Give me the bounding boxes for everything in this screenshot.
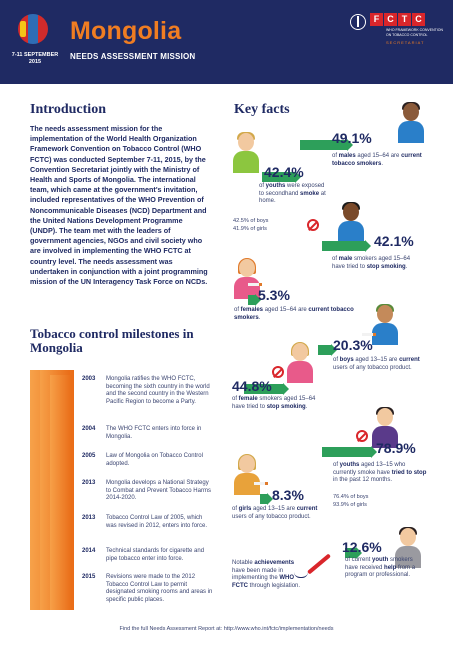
woman-icon [287, 342, 313, 383]
cigarette-icon [254, 482, 268, 485]
fact-percentage: 49.1% [332, 130, 372, 146]
intro-heading: Introduction [30, 102, 106, 117]
cigarette-icon [362, 333, 376, 336]
milestone-year: 2005 [82, 453, 96, 459]
fctc-letter: C [412, 13, 425, 26]
fact-text: of males aged 15–64 are current tobacco … [332, 153, 422, 167]
youth-icon [395, 527, 421, 568]
no-smoking-icon [272, 366, 284, 378]
youth-icon [372, 407, 398, 448]
mission-dates: 7-11 SEPTEMBER 2015 [4, 52, 66, 66]
dates-line-1: 7-11 SEPTEMBER [11, 52, 59, 58]
milestone-year: 2004 [82, 426, 96, 432]
fact-bar [300, 139, 353, 151]
milestone-text: Tobacco Control Law of 2005, which was r… [106, 515, 208, 529]
intro-paragraph: The needs assessment mission for the imp… [30, 124, 208, 287]
no-smoking-icon [356, 430, 368, 442]
milestone-text: Mongolia ratifies the WHO FCTC, becoming… [106, 376, 210, 405]
man-icon [338, 202, 364, 243]
mongolia-flag-icon [18, 14, 48, 44]
fctc-logo: F C T C [370, 13, 425, 26]
dates-line-2: 2015 [28, 59, 42, 65]
milestone-text: Mongolia develops a National Strategy to… [106, 480, 211, 501]
fact-text: of youths aged 13–15 who currently smoke… [333, 462, 427, 484]
milestone-year: 2003 [82, 376, 96, 382]
fctc-letter: F [370, 13, 383, 26]
fact-bar [248, 294, 261, 306]
milestone-text: Revisions were made to the 2012 Tobacco … [106, 574, 213, 603]
no-smoking-icon [307, 219, 319, 231]
page-subtitle: NEEDS ASSESSMENT MISSION [70, 52, 196, 61]
milestone-text: The WHO FCTC enters into force in Mongol… [106, 426, 202, 440]
fctc-letter: T [398, 13, 411, 26]
fctc-letter: C [384, 13, 397, 26]
milestone-year: 2013 [82, 515, 96, 521]
fact-text: of girls aged 13–15 are current users of… [232, 506, 318, 520]
header-banner: 7-11 SEPTEMBER 2015 Mongolia NEEDS ASSES… [0, 0, 453, 84]
fact-text: of youths were exposed to secondhand smo… [259, 183, 326, 205]
fact-bar [345, 547, 362, 559]
fact-percentage: 20.3% [333, 337, 373, 353]
who-emblem-icon [350, 14, 366, 30]
fact-percentage: 12.6% [342, 539, 382, 555]
fact-text: of male smokers aged 15–64 have tried to… [332, 256, 411, 270]
milestone-stair [50, 375, 72, 610]
fact-subtext: 42.5% of boys [233, 218, 269, 224]
fact-bar [262, 171, 301, 183]
pen-icon [306, 553, 332, 575]
fact-percentage: 42.1% [374, 233, 414, 249]
milestone-year: 2013 [82, 480, 96, 486]
milestone-text: Technical standards for cigarette and pi… [106, 548, 205, 562]
signature-line-icon [294, 572, 308, 578]
fact-bar [322, 446, 377, 458]
fact-subtext: 41.9% of girls [233, 226, 267, 232]
fact-subtext: 76.4% of boys [333, 494, 369, 500]
page-title: Mongolia [70, 17, 182, 45]
youth-icon [233, 132, 259, 173]
footer-link-text: Find the full Needs Assessment Report at… [119, 626, 334, 632]
achievements-text: Notable achievements have been made in i… [232, 560, 301, 589]
woman-icon [234, 258, 260, 299]
fact-text: of females aged 15–64 are current tobacc… [234, 307, 354, 321]
fact-subtext: 93.9% of girls [333, 502, 367, 508]
boy-icon [372, 304, 398, 345]
milestone-year: 2014 [82, 548, 96, 554]
fact-text: of current youth smokers have received h… [345, 557, 416, 579]
fact-text: of female smokers aged 15–64 have tried … [232, 396, 316, 410]
fact-bar [322, 240, 371, 252]
cigarette-icon [248, 283, 262, 286]
milestone-year: 2015 [82, 574, 96, 580]
fact-bar [318, 344, 337, 356]
fact-percentage: 44.8% [232, 378, 272, 394]
fact-text: of boys aged 13–15 are current users of … [333, 357, 420, 371]
milestones-heading: Tobacco control milestones in Mongolia [30, 326, 194, 355]
fact-percentage: 78.9% [376, 440, 416, 456]
fctc-subtext: WHO FRAMEWORK CONVENTION ON TOBACCO CONT… [386, 28, 443, 37]
fact-percentage: 42.4% [264, 164, 304, 180]
girl-icon [234, 454, 260, 495]
fact-bar [260, 493, 273, 505]
fact-percentage: 8.3% [272, 487, 304, 503]
key-facts-heading: Key facts [234, 102, 290, 117]
fact-bar [244, 383, 289, 395]
man-icon [398, 102, 424, 143]
fact-percentage: 5.3% [258, 287, 290, 303]
milestone-text: Law of Mongolia on Tobacco Control adopt… [106, 453, 203, 467]
fctc-secretariat: SECRETARIAT [386, 40, 425, 45]
